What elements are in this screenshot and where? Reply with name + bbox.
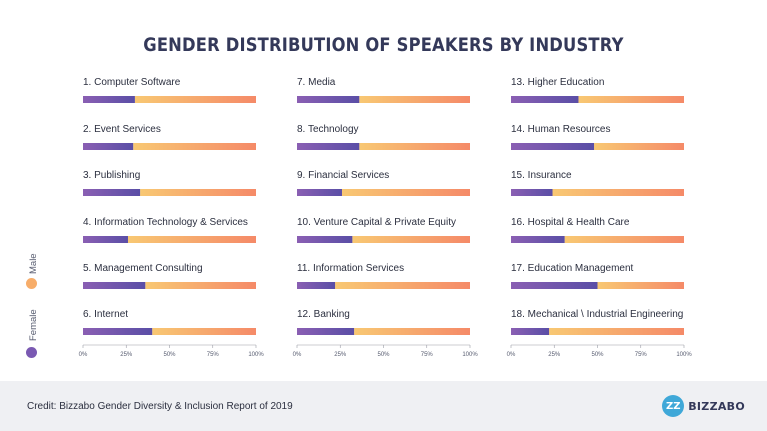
bar-male <box>134 96 256 103</box>
brand-name: BIZZABO <box>688 399 745 413</box>
bar-female <box>511 236 565 243</box>
x-tick-label: 25% <box>548 352 561 358</box>
bar-male <box>578 96 684 103</box>
bar-male <box>335 282 470 289</box>
bar-female <box>511 328 550 335</box>
x-tick-label: 50% <box>163 352 176 358</box>
bar-male <box>597 282 684 289</box>
x-tick-label: 100% <box>462 352 478 358</box>
bar-male <box>152 328 256 335</box>
x-tick-label: 50% <box>377 352 390 358</box>
legend-label-male: Male <box>28 253 39 274</box>
category-label: 5. Management Consulting <box>83 263 203 274</box>
bar-female <box>297 96 360 103</box>
bar-female <box>511 143 595 150</box>
category-label: 12. Banking <box>297 309 350 320</box>
bar-female <box>511 282 598 289</box>
category-label: 4. Information Technology & Services <box>83 217 248 228</box>
x-tick-label: 0% <box>293 352 302 358</box>
bar-male <box>354 328 470 335</box>
category-label: 15. Insurance <box>511 170 572 181</box>
x-tick-label: 0% <box>79 352 88 358</box>
bar-male <box>140 189 256 196</box>
bar-male <box>352 236 470 243</box>
x-tick-label: 100% <box>248 352 264 358</box>
bar-male <box>127 236 256 243</box>
bar-male <box>133 143 256 150</box>
legend-label-female: Female <box>28 309 39 341</box>
x-tick-label: 75% <box>421 352 434 358</box>
bar-female <box>511 189 553 196</box>
category-label: 8. Technology <box>297 124 359 135</box>
bar-male <box>564 236 684 243</box>
category-label: 7. Media <box>297 77 336 88</box>
bar-female <box>83 236 128 243</box>
category-label: 1. Computer Software <box>83 77 181 88</box>
category-label: 17. Education Management <box>511 263 634 274</box>
category-label: 10. Venture Capital & Private Equity <box>297 217 456 228</box>
x-tick-label: 75% <box>207 352 220 358</box>
category-label: 14. Human Resources <box>511 124 611 135</box>
bar-male <box>359 143 470 150</box>
x-tick-label: 0% <box>507 352 516 358</box>
category-label: 3. Publishing <box>83 170 140 181</box>
bar-female <box>511 96 579 103</box>
x-tick-label: 25% <box>120 352 133 358</box>
category-label: 9. Financial Services <box>297 170 389 181</box>
bar-female <box>83 96 135 103</box>
legend-swatch-female <box>26 347 37 358</box>
x-tick-label: 25% <box>334 352 347 358</box>
category-label: 18. Mechanical \ Industrial Engineering <box>511 309 683 320</box>
bar-female <box>297 143 360 150</box>
x-tick-label: 100% <box>676 352 692 358</box>
legend-swatch-male <box>26 278 37 289</box>
bar-male <box>341 189 470 196</box>
bar-female <box>297 328 355 335</box>
bar-chart: 1. Computer Software 2. Event Services 3. … <box>79 77 693 358</box>
bar-female <box>83 189 141 196</box>
bizzabo-logo-icon: ZZ <box>662 395 685 417</box>
bar-female <box>83 328 153 335</box>
brand: ZZ BIZZABO <box>662 395 745 417</box>
bar-male <box>359 96 470 103</box>
bar-male <box>594 143 684 150</box>
category-label: 2. Event Services <box>83 124 161 135</box>
bar-female <box>297 236 353 243</box>
category-label: 11. Information Services <box>297 263 404 274</box>
credit-text: Credit: Bizzabo Gender Diversity & Inclu… <box>27 401 293 412</box>
bar-male <box>552 189 684 196</box>
bar-female <box>83 282 146 289</box>
category-label: 6. Internet <box>83 309 128 320</box>
bar-female <box>83 143 134 150</box>
bar-female <box>297 282 336 289</box>
bar-male <box>549 328 684 335</box>
bar-male <box>145 282 256 289</box>
footer: Credit: Bizzabo Gender Diversity & Inclu… <box>0 381 767 431</box>
bar-female <box>297 189 342 196</box>
chart-title: GENDER DISTRIBUTION OF SPEAKERS BY INDUS… <box>143 34 624 56</box>
x-tick-label: 50% <box>591 352 604 358</box>
x-tick-label: 75% <box>635 352 648 358</box>
category-label: 16. Hospital & Health Care <box>511 217 630 228</box>
category-label: 13. Higher Education <box>511 77 604 88</box>
